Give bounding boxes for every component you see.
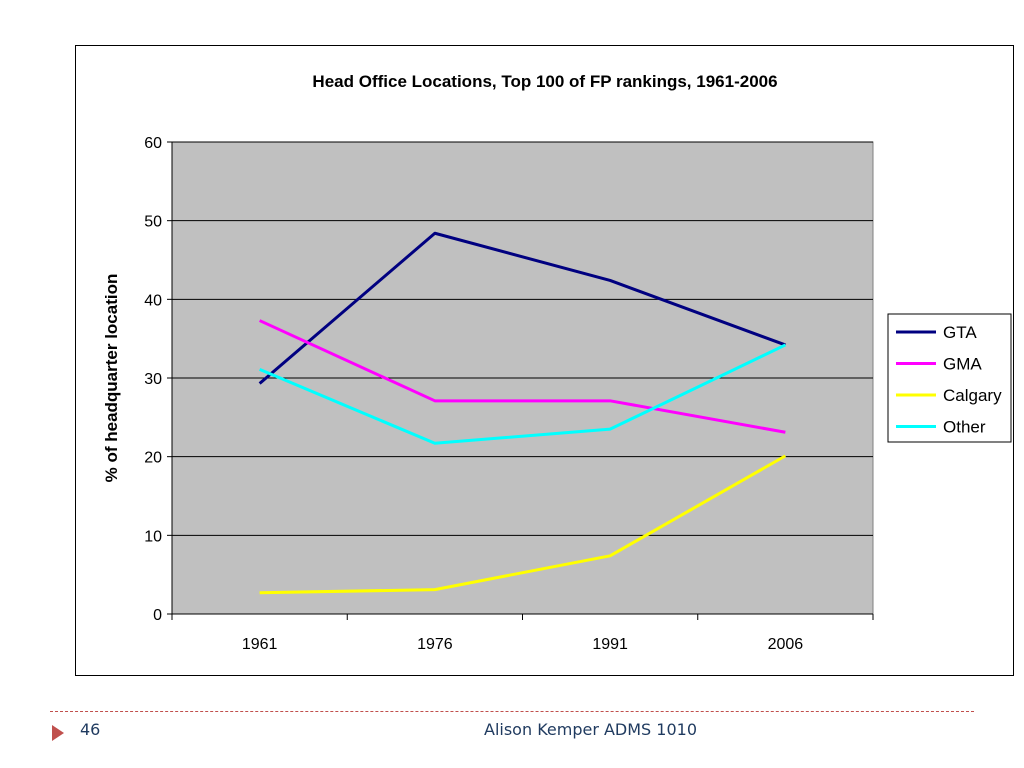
x-tick-label: 1991: [592, 636, 628, 653]
y-tick-label: 60: [144, 135, 162, 152]
series-line-calgary: [259, 454, 787, 595]
legend-label: Calgary: [943, 386, 1002, 405]
series-line-gta: [258, 231, 786, 385]
line-chart: Head Office Locations, Top 100 of FP ran…: [102, 72, 1012, 653]
x-tick-label: 1961: [242, 636, 278, 653]
legend-label: GTA: [943, 323, 977, 342]
y-tick-label: 40: [144, 292, 162, 309]
series-line-other: [259, 343, 787, 445]
x-tick-label: 2006: [768, 636, 804, 653]
legend-label: Other: [943, 418, 986, 437]
chart-frame: Head Office Locations, Top 100 of FP ran…: [75, 45, 1014, 676]
page-number: 46: [80, 720, 101, 739]
footer-divider: [50, 711, 974, 712]
x-tick-label: 1976: [417, 636, 453, 653]
series-line-gma: [259, 319, 786, 434]
y-tick-label: 10: [144, 528, 162, 545]
footer-arrow-icon: [52, 725, 64, 741]
legend-box: [887, 313, 1012, 443]
y-tick-label: 0: [153, 607, 162, 624]
y-tick-label: 30: [144, 371, 162, 388]
y-axis-label: % of headquarter location: [102, 274, 121, 483]
y-tick-label: 20: [144, 450, 162, 467]
chart-title: Head Office Locations, Top 100 of FP ran…: [312, 72, 777, 91]
y-tick-label: 50: [144, 214, 162, 231]
legend-label: GMA: [943, 355, 982, 374]
footer-author-text: Alison Kemper ADMS 1010: [484, 720, 698, 739]
